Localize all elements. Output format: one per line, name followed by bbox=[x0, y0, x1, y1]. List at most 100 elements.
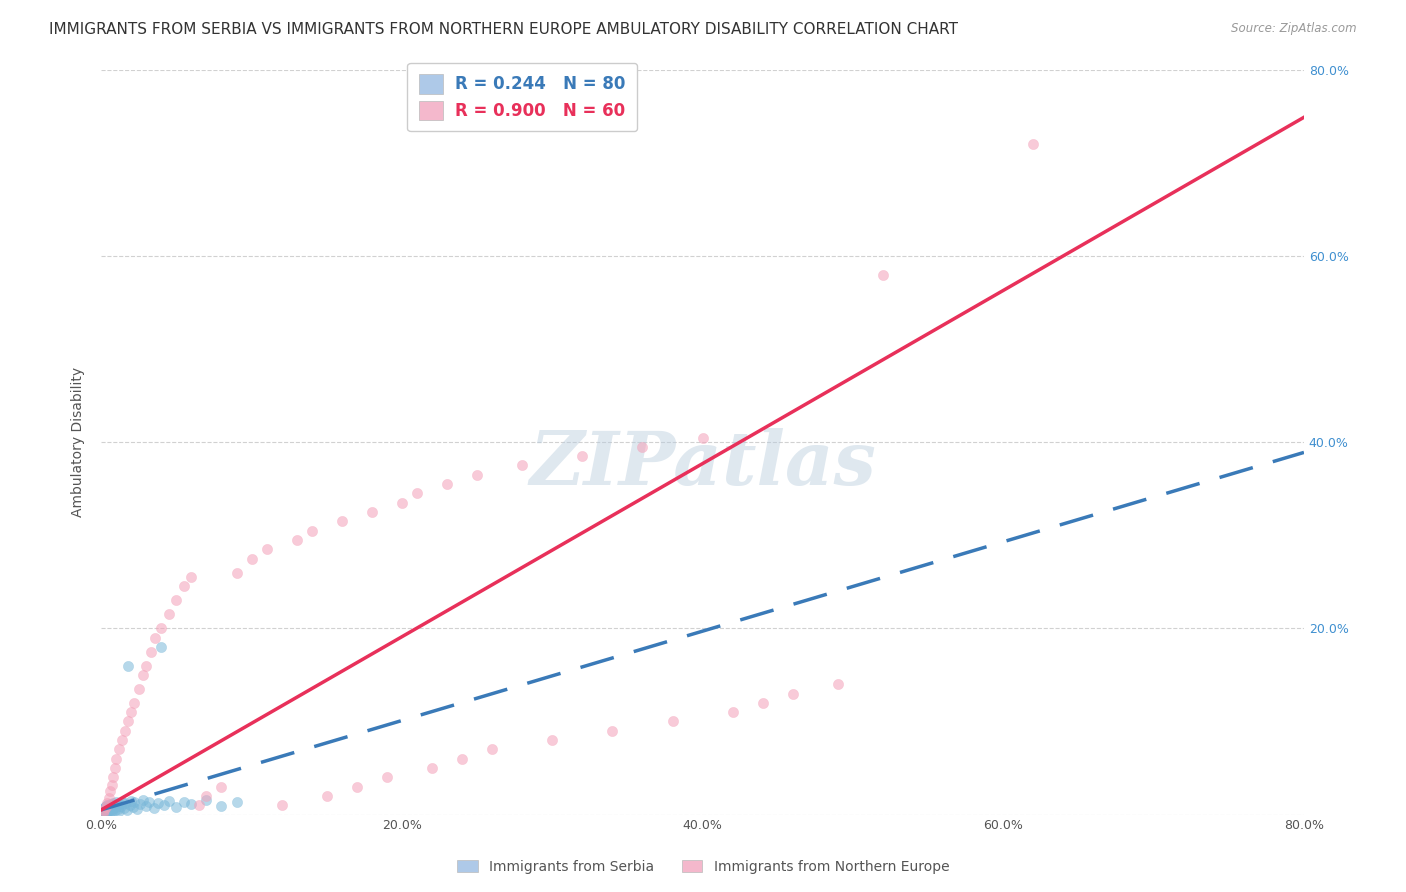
Point bbox=[93, 802, 115, 816]
Point bbox=[132, 792, 155, 806]
Point bbox=[375, 770, 398, 784]
Point bbox=[112, 801, 135, 815]
Point bbox=[436, 477, 458, 491]
Point bbox=[240, 551, 263, 566]
Point bbox=[94, 801, 117, 815]
Point bbox=[420, 761, 443, 775]
Point bbox=[110, 799, 132, 814]
Point bbox=[465, 467, 488, 482]
Point bbox=[139, 645, 162, 659]
Point bbox=[104, 803, 127, 817]
Point bbox=[129, 797, 152, 812]
Point bbox=[100, 802, 122, 816]
Point bbox=[97, 801, 120, 815]
Point bbox=[96, 805, 118, 819]
Point bbox=[135, 799, 157, 814]
Point bbox=[98, 784, 121, 798]
Point bbox=[142, 801, 165, 815]
Point bbox=[115, 803, 138, 817]
Text: IMMIGRANTS FROM SERBIA VS IMMIGRANTS FROM NORTHERN EUROPE AMBULATORY DISABILITY : IMMIGRANTS FROM SERBIA VS IMMIGRANTS FRO… bbox=[49, 22, 959, 37]
Point bbox=[94, 803, 117, 817]
Point bbox=[93, 804, 115, 818]
Point bbox=[94, 800, 117, 814]
Point bbox=[330, 514, 353, 528]
Point bbox=[114, 723, 136, 738]
Point bbox=[360, 505, 382, 519]
Point bbox=[872, 268, 894, 282]
Point bbox=[93, 805, 115, 819]
Point bbox=[211, 780, 233, 794]
Point bbox=[751, 696, 773, 710]
Point bbox=[98, 797, 121, 812]
Point bbox=[721, 705, 744, 719]
Point bbox=[143, 631, 166, 645]
Point bbox=[93, 801, 115, 815]
Legend: R = 0.244   N = 80, R = 0.900   N = 60: R = 0.244 N = 80, R = 0.900 N = 60 bbox=[408, 63, 637, 131]
Point bbox=[97, 804, 120, 818]
Point bbox=[135, 658, 157, 673]
Point bbox=[301, 524, 323, 538]
Point bbox=[94, 805, 117, 819]
Point bbox=[94, 804, 117, 818]
Point bbox=[120, 705, 142, 719]
Point bbox=[180, 797, 202, 812]
Point bbox=[94, 802, 117, 816]
Point bbox=[195, 792, 218, 806]
Point bbox=[108, 797, 131, 812]
Point bbox=[93, 803, 115, 817]
Point bbox=[91, 805, 114, 819]
Point bbox=[1022, 137, 1045, 152]
Point bbox=[157, 794, 180, 808]
Point bbox=[91, 805, 114, 820]
Point bbox=[173, 796, 195, 810]
Point bbox=[138, 795, 160, 809]
Point bbox=[187, 798, 209, 813]
Point bbox=[100, 804, 122, 818]
Point bbox=[128, 681, 150, 696]
Point bbox=[510, 458, 533, 473]
Point bbox=[91, 805, 114, 819]
Point bbox=[94, 799, 117, 814]
Text: Source: ZipAtlas.com: Source: ZipAtlas.com bbox=[1232, 22, 1357, 36]
Point bbox=[225, 566, 247, 580]
Point bbox=[105, 796, 128, 810]
Point bbox=[91, 806, 114, 821]
Point bbox=[96, 805, 118, 819]
Point bbox=[827, 677, 849, 691]
Y-axis label: Ambulatory Disability: Ambulatory Disability bbox=[72, 368, 86, 517]
Point bbox=[91, 805, 114, 819]
Point bbox=[100, 778, 122, 792]
Point bbox=[108, 804, 131, 818]
Point bbox=[107, 802, 129, 816]
Point bbox=[93, 804, 115, 818]
Point bbox=[91, 805, 114, 820]
Point bbox=[98, 805, 121, 819]
Point bbox=[631, 440, 654, 454]
Point bbox=[105, 752, 128, 766]
Point bbox=[165, 593, 187, 607]
Point bbox=[103, 801, 125, 815]
Point bbox=[391, 496, 413, 510]
Point bbox=[180, 570, 202, 584]
Point bbox=[150, 640, 173, 654]
Point bbox=[111, 795, 134, 809]
Point bbox=[93, 803, 115, 817]
Point bbox=[103, 770, 125, 784]
Point bbox=[211, 799, 233, 814]
Point bbox=[91, 804, 114, 818]
Point bbox=[173, 579, 195, 593]
Point bbox=[132, 668, 155, 682]
Point bbox=[571, 449, 593, 463]
Point bbox=[96, 800, 118, 814]
Point bbox=[225, 795, 247, 809]
Point bbox=[117, 714, 139, 729]
Point bbox=[118, 798, 141, 813]
Point bbox=[124, 696, 146, 710]
Point bbox=[148, 797, 170, 811]
Point bbox=[105, 800, 128, 814]
Point bbox=[111, 733, 134, 747]
Point bbox=[481, 742, 503, 756]
Point bbox=[256, 542, 278, 557]
Point bbox=[96, 803, 118, 817]
Point bbox=[93, 805, 115, 820]
